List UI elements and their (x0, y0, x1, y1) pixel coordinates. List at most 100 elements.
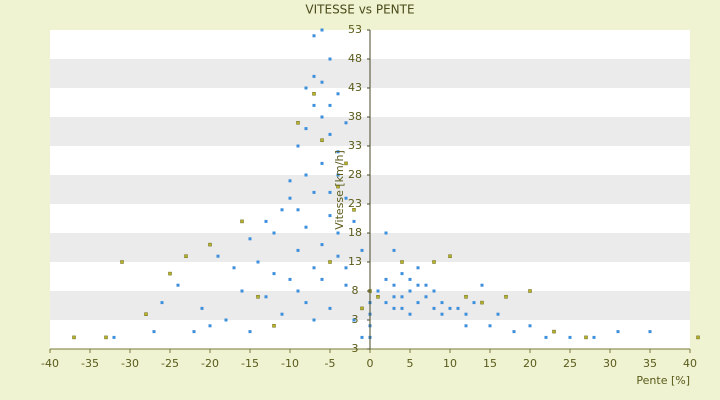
point (336, 254, 340, 258)
y-tick-label: 13 (348, 255, 362, 268)
point (304, 301, 308, 305)
point (384, 231, 388, 235)
y-tick-label: 28 (348, 168, 362, 181)
point (288, 179, 292, 183)
x-tick-label: -5 (325, 357, 336, 370)
point (288, 277, 292, 281)
x-tick-label: -15 (241, 357, 259, 370)
x-tick-label: 40 (683, 357, 697, 370)
point (408, 312, 412, 316)
point (328, 57, 332, 61)
y-axis-title: Vitesse [km/h] (333, 150, 346, 230)
plot-area: -40 -35 -30 -25 -20 -15 -10 -5 0 5 10 15 20 25 30 35 40 3… (41, 23, 700, 370)
x-tick-label: -25 (161, 357, 179, 370)
point (104, 335, 108, 340)
y-tick-label: 3 (352, 313, 359, 326)
point (464, 295, 468, 299)
point (336, 184, 340, 189)
point (296, 121, 300, 125)
x-tick-label: 5 (407, 357, 414, 370)
point (312, 318, 316, 322)
point (480, 283, 484, 287)
point (552, 329, 556, 334)
chart-title: VITESSE vs PENTE (305, 3, 414, 17)
point (328, 306, 332, 310)
point (512, 330, 516, 334)
x-tick-label: 30 (603, 357, 617, 370)
point (360, 248, 364, 252)
point (432, 260, 436, 264)
x-tick-label: -40 (41, 357, 59, 370)
point (448, 254, 452, 258)
point (336, 150, 340, 154)
point (400, 272, 404, 276)
point (120, 260, 124, 264)
point (320, 161, 324, 165)
point (176, 283, 180, 287)
point (408, 277, 412, 281)
point (392, 306, 396, 310)
point (280, 312, 284, 316)
x-tick-label: -20 (201, 357, 219, 370)
point (144, 312, 148, 316)
point (328, 214, 332, 218)
point (320, 28, 324, 32)
point (168, 271, 172, 276)
y-tick-label: 43 (348, 81, 362, 94)
point (152, 330, 156, 334)
point (392, 283, 396, 287)
point (192, 330, 196, 334)
point (216, 254, 220, 258)
y-tick-label: 33 (348, 139, 362, 152)
point (400, 306, 404, 310)
point (264, 219, 268, 223)
point (312, 103, 316, 107)
point (320, 277, 324, 281)
point (464, 312, 468, 316)
point (304, 173, 308, 177)
point (296, 289, 300, 293)
point (352, 208, 356, 212)
point (320, 80, 324, 84)
x-tick-label: 35 (643, 357, 657, 370)
point (456, 306, 460, 310)
point (224, 318, 228, 322)
point (312, 92, 316, 96)
point (488, 324, 492, 328)
point (240, 289, 244, 293)
point (432, 306, 436, 310)
point (208, 242, 212, 247)
point (616, 330, 620, 334)
point (296, 248, 300, 252)
point (304, 225, 308, 229)
point (392, 295, 396, 299)
point (416, 266, 420, 270)
point (240, 219, 244, 224)
x-tick-label: 0 (367, 357, 374, 370)
point (496, 312, 500, 316)
point (416, 301, 420, 305)
point (440, 312, 444, 316)
point (472, 301, 476, 305)
point (184, 254, 188, 258)
point (416, 283, 420, 287)
y-tick-label: 23 (348, 197, 362, 210)
point (480, 300, 484, 305)
point (504, 295, 508, 299)
point (344, 283, 348, 287)
point (232, 266, 236, 270)
point (328, 132, 332, 136)
point (160, 301, 164, 305)
x-tick-label: -35 (81, 357, 99, 370)
point (400, 295, 404, 299)
point (248, 330, 252, 334)
x-tick-label: 10 (443, 357, 457, 370)
point (448, 306, 452, 310)
point (256, 260, 260, 264)
point (272, 272, 276, 276)
point (384, 277, 388, 281)
point (528, 324, 532, 328)
point (696, 335, 700, 340)
x-tick-label: 20 (523, 357, 537, 370)
point (464, 324, 468, 328)
